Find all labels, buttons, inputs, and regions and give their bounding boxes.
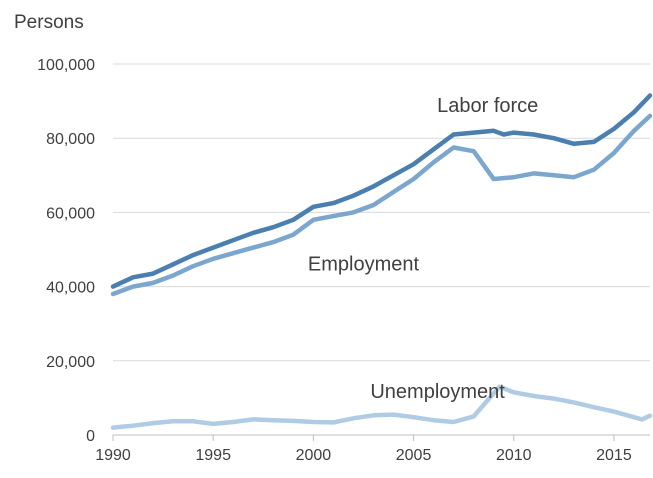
series-label-labor-force: Labor force	[437, 95, 538, 117]
x-tick-label: 2010	[496, 447, 532, 464]
y-axis-ticks: 0 20,000 40,000 60,000 80,000 100,000	[37, 57, 95, 445]
series-lines	[110, 93, 653, 430]
y-tick-label: 60,000	[46, 205, 95, 222]
series-label-unemployment: Unemployment	[370, 381, 505, 403]
y-axis-unit-label: Persons	[14, 12, 84, 33]
x-axis: 1990 1995 2000 2005 2010 2015	[95, 434, 650, 464]
y-tick-label: 20,000	[46, 354, 95, 371]
x-tick-label: 2015	[596, 447, 632, 464]
y-tick-label: 100,000	[37, 57, 95, 74]
x-tick-label: 1990	[95, 447, 131, 464]
series-labels: Labor force Employment Unemployment	[308, 95, 538, 403]
series-line-labor-force	[110, 93, 653, 289]
y-tick-label: 0	[86, 428, 95, 445]
series-line-unemployment	[110, 384, 653, 430]
gridlines	[113, 63, 650, 362]
y-tick-label: 80,000	[46, 131, 95, 148]
series-label-employment: Employment	[308, 254, 420, 276]
x-tick-label: 2005	[396, 447, 432, 464]
series-line-employment	[110, 113, 653, 297]
y-tick-label: 40,000	[46, 280, 95, 297]
x-tick-label: 2000	[296, 447, 332, 464]
x-tick-label: 1995	[195, 447, 231, 464]
